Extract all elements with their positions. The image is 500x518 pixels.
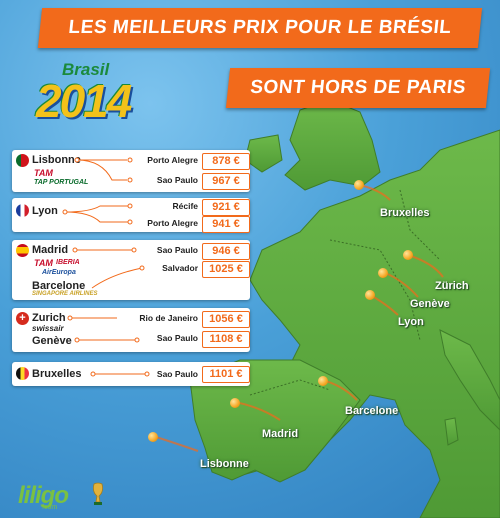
liligo-logo: liligo bbox=[18, 482, 69, 509]
route-card-spain: Madrid TAM IBERIA AirEuropa Barcelone SI… bbox=[12, 240, 250, 300]
price-tag: 941 € bbox=[202, 216, 250, 233]
destination-city: Sao Paulo bbox=[156, 369, 198, 379]
origin-city: Zurich bbox=[32, 312, 66, 324]
price-tag: 921 € bbox=[202, 199, 250, 216]
map-label-barcelone: Barcelone bbox=[345, 405, 399, 417]
origin-city: Madrid bbox=[32, 244, 69, 256]
destination-city: Rio de Janeiro bbox=[139, 313, 198, 323]
route-connector bbox=[62, 203, 133, 225]
route-card-france: Lyon Récife Porto Alegre 921 € 941 € bbox=[12, 198, 250, 233]
airline-logo: swissair bbox=[32, 324, 64, 333]
football-icon bbox=[365, 290, 375, 300]
headline-line1: LES MEILLEURS PRIX POUR LE BRÉSIL bbox=[67, 17, 453, 38]
football-icon bbox=[378, 268, 388, 278]
airline-logo: SINGAPORE AIRLINES bbox=[32, 291, 98, 297]
route-card-portugal: Lisbonne TAM TAP PORTUGAL Porto Alegre S… bbox=[12, 150, 250, 192]
price-tag: 1101 € bbox=[202, 366, 250, 383]
map-label-zurich: Zürich bbox=[435, 280, 469, 292]
football-icon bbox=[230, 398, 240, 408]
airline-logo: IBERIA bbox=[56, 259, 80, 266]
destination-city: Sao Paulo bbox=[156, 175, 198, 185]
destination-city: Salvador bbox=[162, 263, 198, 273]
map-label-bruxelles: Bruxelles bbox=[380, 207, 430, 219]
france-flag-icon bbox=[16, 204, 29, 217]
headline-banner-1: LES MEILLEURS PRIX POUR LE BRÉSIL bbox=[37, 8, 483, 48]
map-label-lisbonne: Lisbonne bbox=[200, 458, 249, 470]
uk-landmass bbox=[284, 99, 381, 191]
price-tag: 967 € bbox=[202, 173, 250, 190]
belgium-flag-icon bbox=[16, 367, 29, 380]
liligo-domain: .com bbox=[42, 504, 58, 511]
destination-city: Sao Paulo bbox=[156, 333, 198, 343]
logo-word: Brasil bbox=[62, 60, 110, 79]
airline-logo: TAM bbox=[34, 168, 53, 178]
origin-city: Genève bbox=[32, 335, 72, 347]
route-connector bbox=[90, 371, 150, 377]
route-card-belgium: Bruxelles Sao Paulo 1101 € bbox=[12, 362, 250, 386]
map-label-geneve: Genève bbox=[410, 298, 450, 310]
route-connector bbox=[67, 315, 140, 343]
football-icon bbox=[354, 180, 364, 190]
brasil-2014-logo: Brasil 2014 bbox=[22, 58, 172, 128]
destination-city: Porto Alegre bbox=[147, 155, 198, 165]
trophy-icon bbox=[93, 482, 103, 505]
origin-city: Lisbonne bbox=[32, 154, 81, 166]
airline-logo: TAP PORTUGAL bbox=[34, 179, 89, 186]
origin-city: Lyon bbox=[32, 205, 58, 217]
spain-flag-icon bbox=[16, 244, 29, 257]
football-icon bbox=[403, 250, 413, 260]
headline-line2: SONT HORS DE PARIS bbox=[249, 77, 467, 98]
origin-city: Bruxelles bbox=[32, 368, 82, 380]
map-label-madrid: Madrid bbox=[262, 428, 299, 440]
iberia-landmass bbox=[189, 359, 361, 483]
price-tag: 946 € bbox=[202, 243, 250, 260]
airline-logo: TAM bbox=[34, 258, 53, 268]
switzerland-flag-icon: + bbox=[16, 312, 29, 325]
destination-city: Porto Alegre bbox=[147, 218, 198, 228]
route-card-switzerland: + Zurich swissair Genève Rio de Janeiro … bbox=[12, 308, 250, 352]
origin-city: Barcelone bbox=[32, 280, 86, 292]
corsica-landmass bbox=[444, 417, 459, 446]
portugal-flag-icon bbox=[16, 154, 29, 167]
destination-city: Récife bbox=[172, 201, 198, 211]
ireland-landmass bbox=[244, 134, 283, 173]
price-tag: 878 € bbox=[202, 153, 250, 170]
route-connector bbox=[74, 157, 133, 183]
football-icon bbox=[148, 432, 158, 442]
destination-city: Sao Paulo bbox=[156, 245, 198, 255]
map-label-lyon: Lyon bbox=[398, 316, 424, 328]
italy-landmass bbox=[439, 329, 500, 431]
price-tag: 1025 € bbox=[202, 261, 250, 278]
airline-logo: AirEuropa bbox=[42, 269, 76, 276]
logo-year: 2014 bbox=[36, 75, 132, 127]
route-connector bbox=[72, 247, 145, 289]
price-tag: 1056 € bbox=[202, 311, 250, 328]
headline-banner-2: SONT HORS DE PARIS bbox=[225, 68, 491, 108]
football-icon bbox=[318, 376, 328, 386]
price-tag: 1108 € bbox=[202, 331, 250, 348]
